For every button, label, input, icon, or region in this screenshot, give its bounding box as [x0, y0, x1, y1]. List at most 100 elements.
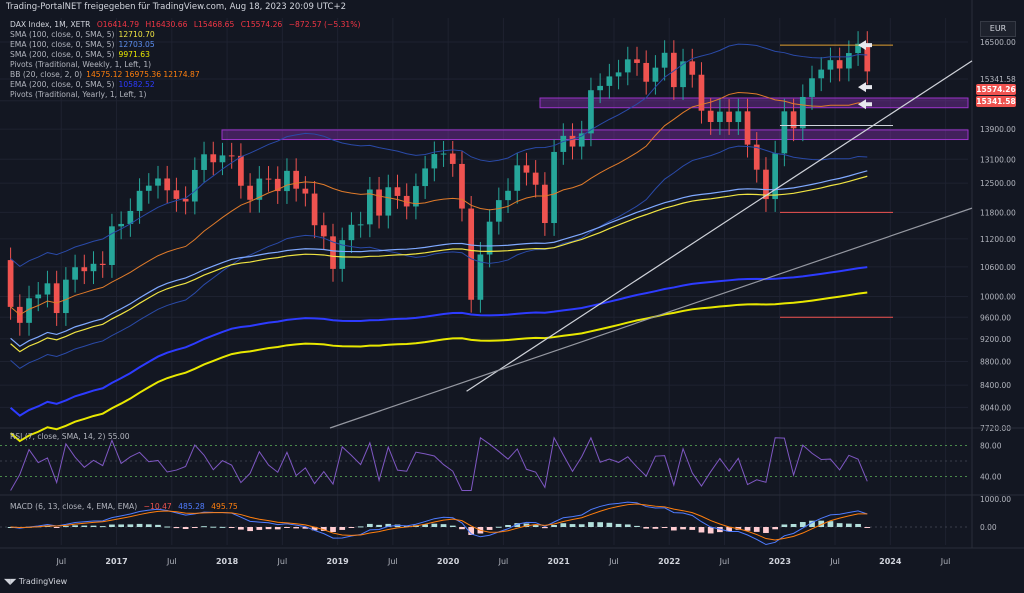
- candle-body: [569, 135, 576, 147]
- candle-body: [717, 111, 723, 122]
- rsi-tick-label: 80.00: [980, 442, 1002, 451]
- macd-histogram-bar: [532, 525, 539, 527]
- candle-body: [265, 178, 272, 180]
- macd-label[interactable]: MACD (6, 13, close, 4, EMA, EMA) −10.47 …: [10, 502, 238, 511]
- macd-histogram-bar: [247, 527, 253, 532]
- macd-signal-line: [10, 503, 868, 541]
- macd-histogram-bar: [109, 524, 115, 527]
- candle-body: [560, 135, 567, 152]
- macd-histogram-bar: [827, 521, 834, 527]
- macd-histogram-bar: [698, 527, 705, 533]
- tradingview-brand: TradingView: [18, 577, 68, 586]
- macd-line: [10, 501, 868, 546]
- candle-body: [394, 187, 401, 196]
- x-tick-label: 2021: [548, 557, 571, 566]
- tradingview-logo[interactable]: ◥◤ TradingView: [4, 577, 67, 586]
- indicator-value: 12703.05: [118, 40, 155, 49]
- macd-histogram-bar: [357, 526, 364, 528]
- candle-body: [799, 96, 806, 129]
- candle-body: [201, 154, 207, 170]
- macd-histogram-bar: [514, 523, 521, 527]
- candle-body: [744, 111, 751, 145]
- candle-body: [818, 69, 825, 79]
- macd-histogram-bar: [403, 525, 410, 527]
- macd-histogram-bar: [431, 523, 438, 527]
- candle-body: [238, 155, 244, 186]
- legend-indicator-row[interactable]: EMA (200, close, 0, SMA, 5) 10582.52: [10, 80, 360, 90]
- candle-body: [293, 170, 300, 189]
- macd-histogram-bar: [422, 524, 428, 527]
- sma100-line: [10, 175, 868, 353]
- bb-lower-band: [10, 145, 868, 369]
- legend-indicator-row[interactable]: EMA (100, close, 0, SMA, 5) 12703.05: [10, 40, 360, 50]
- macd-histogram-bar: [781, 524, 788, 527]
- legend-symbol-row[interactable]: DAX Index, 1M, XETR O16414.79 H16430.66 …: [10, 20, 360, 30]
- macd-histogram-bar: [855, 523, 861, 527]
- macd-histogram-bar: [643, 527, 650, 529]
- macd-histogram-bar: [578, 524, 585, 527]
- candle-body: [615, 72, 622, 77]
- macd-histogram-bar: [652, 527, 659, 529]
- candle-body: [809, 78, 815, 97]
- candle-body: [468, 208, 475, 300]
- macd-histogram-bar: [772, 527, 779, 530]
- macd-histogram-bar: [293, 527, 300, 529]
- indicator-name: Pivots (Traditional, Weekly, 1, Left, 1): [10, 60, 152, 69]
- legend-indicator-row[interactable]: Pivots (Traditional, Yearly, 1, Left, 1): [10, 90, 360, 100]
- macd-histogram-bar: [449, 525, 456, 527]
- candle-body: [173, 190, 180, 199]
- currency-label[interactable]: EUR: [980, 21, 1016, 37]
- candle-body: [367, 189, 373, 225]
- candle-body: [348, 224, 355, 241]
- y-tick-label: 11200.00: [980, 235, 1016, 244]
- y-tick-label: 13100.00: [980, 155, 1016, 164]
- candle-body: [652, 67, 659, 82]
- macd-histogram-bar: [367, 523, 373, 527]
- candle-body: [846, 53, 852, 69]
- legend-indicator-row[interactable]: SMA (200, close, 0, SMA, 5) 9971.63: [10, 50, 360, 60]
- y-tick-label: 8800.00: [980, 357, 1011, 366]
- indicator-value: 10582.52: [118, 80, 155, 89]
- legend-change: −872.57 (−5.31%): [288, 20, 361, 29]
- x-tick-label: Jul: [608, 557, 619, 566]
- candle-body: [219, 155, 226, 163]
- macd-histogram-bar: [459, 527, 465, 530]
- candle-body: [53, 283, 60, 314]
- indicator-name: SMA (100, close, 0, SMA, 5): [10, 30, 115, 39]
- macd-histogram-bar: [238, 527, 244, 530]
- macd-histogram-bar: [90, 525, 97, 527]
- legend-indicator-row[interactable]: Pivots (Traditional, Weekly, 1, Left, 1): [10, 60, 360, 70]
- macd-histogram-bar: [330, 527, 336, 533]
- macd-histogram-bar: [284, 527, 290, 528]
- rsi-label[interactable]: RSI (7, close, SMA, 14, 2) 55.00: [10, 432, 130, 441]
- indicator-name: EMA (100, close, 0, SMA, 5): [10, 40, 115, 49]
- macd-histogram-bar: [136, 523, 143, 527]
- candle-body: [210, 154, 217, 163]
- candle-body: [145, 185, 152, 191]
- candle-body: [44, 283, 51, 295]
- macd-histogram-bar: [799, 522, 806, 527]
- macd-histogram-bar: [99, 526, 106, 528]
- legend-indicator-row[interactable]: BB (20, close, 2, 0) 14575.12 16975.36 12…: [10, 70, 360, 80]
- legend-indicator-row[interactable]: SMA (100, close, 0, SMA, 5) 12710.70: [10, 30, 360, 40]
- macd-histogram-bar: [201, 526, 207, 528]
- macd-histogram-bar: [505, 524, 511, 527]
- x-tick-label: Jul: [166, 557, 177, 566]
- y-tick-label: 10600.00: [980, 263, 1016, 272]
- candle-body: [431, 154, 438, 169]
- sma200-line: [9, 291, 868, 443]
- candle-body: [256, 178, 263, 200]
- second-price-tag: 15341.58: [976, 96, 1016, 107]
- macd-histogram-bar: [155, 524, 161, 527]
- candle-body: [109, 226, 115, 265]
- macd-histogram-bar: [634, 525, 640, 527]
- candle-body: [376, 189, 382, 216]
- indicator-value: 12710.70: [118, 30, 155, 39]
- candle-body: [680, 61, 686, 88]
- rsi-line: [10, 436, 868, 491]
- candle-body: [643, 62, 650, 82]
- macd-tick-label: 0.00: [980, 523, 997, 532]
- y-tick-label: 15341.58: [980, 75, 1016, 84]
- legend-low: L15468.65: [193, 20, 235, 29]
